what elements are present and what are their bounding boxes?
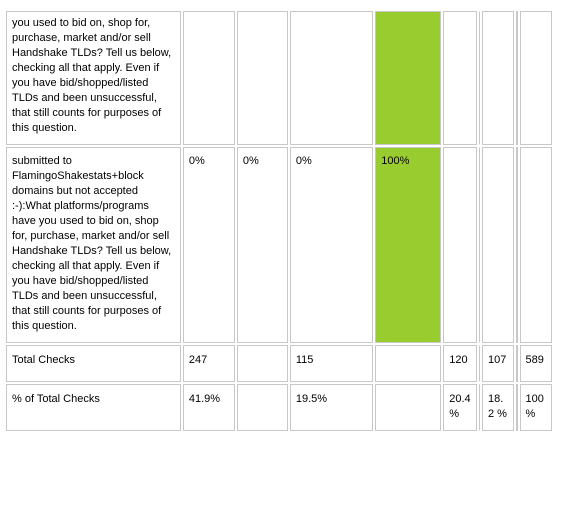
- empty-cell: [481, 147, 515, 343]
- survey-table: you used to bid on, shop for, purchase, …: [4, 9, 554, 433]
- cell-value: 120: [443, 345, 477, 382]
- cell-value: 20.4 %: [443, 384, 477, 431]
- cell-value: 107: [481, 345, 515, 382]
- empty-cell: [481, 11, 515, 145]
- empty-cell: [478, 11, 480, 145]
- cell-value: 18.2 %: [481, 384, 515, 431]
- table-body: you used to bid on, shop for, purchase, …: [6, 11, 552, 431]
- cell-value: 19.5%: [289, 384, 374, 431]
- empty-cell: [478, 147, 480, 343]
- empty-cell: [182, 11, 235, 145]
- empty-cell: [478, 384, 480, 431]
- cell-value: 115: [289, 345, 374, 382]
- empty-cell: [375, 384, 442, 431]
- empty-cell: [443, 11, 477, 145]
- row-label: Total Checks: [6, 345, 181, 382]
- empty-cell: [516, 384, 518, 431]
- cell-value: 247: [182, 345, 235, 382]
- empty-cell: [519, 147, 552, 343]
- empty-cell: [289, 11, 374, 145]
- empty-cell: [236, 345, 288, 382]
- empty-cell: [236, 11, 288, 145]
- cell-value: 41.9%: [182, 384, 235, 431]
- empty-cell: [375, 11, 442, 145]
- row-label: you used to bid on, shop for, purchase, …: [6, 11, 181, 145]
- cell-value: 0%: [182, 147, 235, 343]
- table-row: submitted to FlamingoShakestats+block do…: [6, 147, 552, 343]
- table-row: % of Total Checks 41.9% 19.5% 20.4 % 18.2 % 1…: [6, 384, 552, 431]
- table-row: Total Checks 247 115 120 107 589: [6, 345, 552, 382]
- row-label: submitted to FlamingoShakestats+block do…: [6, 147, 181, 343]
- table-row: you used to bid on, shop for, purchase, …: [6, 11, 552, 145]
- empty-cell: [516, 345, 518, 382]
- cell-value: 0%: [289, 147, 374, 343]
- empty-cell: [443, 147, 477, 343]
- cell-value: 589: [519, 345, 552, 382]
- empty-cell: [519, 11, 552, 145]
- empty-cell: [375, 345, 442, 382]
- empty-cell: [236, 384, 288, 431]
- cell-value: 0%: [236, 147, 288, 343]
- cell-value: 100%: [375, 147, 442, 343]
- empty-cell: [478, 345, 480, 382]
- row-label: % of Total Checks: [6, 384, 181, 431]
- empty-cell: [516, 11, 518, 145]
- empty-cell: [516, 147, 518, 343]
- cell-value: 100 %: [519, 384, 552, 431]
